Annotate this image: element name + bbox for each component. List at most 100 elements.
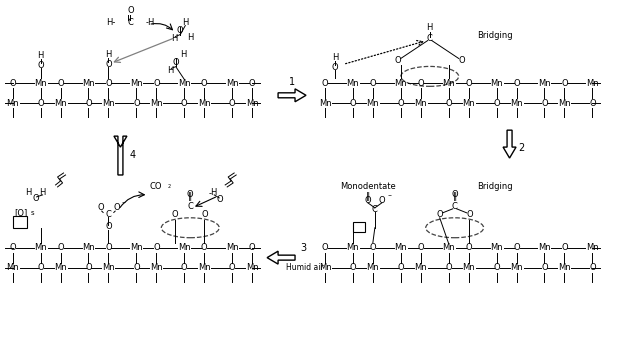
Text: H: H (37, 51, 44, 60)
Text: Mn: Mn (226, 79, 238, 88)
Text: Mn: Mn (586, 79, 598, 88)
Text: Mn: Mn (586, 243, 598, 252)
Text: Mn: Mn (246, 263, 258, 272)
Text: O: O (113, 203, 120, 212)
Text: O: O (494, 99, 500, 108)
Text: H: H (427, 23, 433, 32)
Text: O: O (541, 263, 548, 272)
Text: O: O (436, 210, 443, 219)
Text: O: O (9, 243, 16, 252)
Text: O: O (417, 243, 424, 252)
Text: O: O (37, 263, 44, 272)
Text: O: O (172, 210, 178, 219)
Text: Mn: Mn (82, 79, 95, 88)
Text: O: O (446, 263, 452, 272)
Text: Mn: Mn (558, 263, 571, 272)
Text: O: O (379, 196, 385, 206)
Text: H: H (26, 188, 32, 197)
Text: C: C (427, 34, 432, 43)
Text: Mn: Mn (414, 263, 427, 272)
Text: Mn: Mn (246, 99, 258, 108)
Text: [O]: [O] (14, 208, 27, 217)
Text: Mn: Mn (366, 99, 379, 108)
Text: Mn: Mn (490, 79, 503, 88)
Text: Mn: Mn (490, 243, 503, 252)
Text: O: O (32, 194, 39, 203)
Text: H: H (210, 188, 217, 197)
Text: O: O (85, 99, 92, 108)
Text: Mn: Mn (198, 99, 210, 108)
Text: O: O (181, 99, 188, 108)
Text: Bridging: Bridging (477, 31, 512, 40)
Text: Mn: Mn (558, 99, 571, 108)
Text: Bridging: Bridging (477, 183, 512, 191)
Text: 1: 1 (289, 77, 295, 87)
Polygon shape (503, 130, 516, 158)
Text: O: O (133, 99, 140, 108)
Text: Mn: Mn (82, 243, 95, 252)
Text: Mn: Mn (319, 263, 331, 272)
Text: $_2$: $_2$ (167, 183, 172, 191)
Text: Monodentate: Monodentate (340, 183, 396, 191)
Text: O: O (466, 210, 473, 219)
Text: O: O (397, 99, 404, 108)
Text: O: O (349, 263, 356, 272)
Text: -H: -H (145, 18, 155, 27)
Text: O: O (133, 263, 140, 272)
Text: CO: CO (149, 183, 162, 191)
Text: ‖: ‖ (188, 192, 192, 201)
Text: O: O (494, 263, 500, 272)
Text: -: - (208, 189, 212, 198)
Text: O: O (589, 99, 596, 108)
Text: Mn: Mn (226, 243, 238, 252)
Text: O: O (37, 99, 44, 108)
Text: C: C (372, 205, 378, 214)
Text: Mn: Mn (462, 99, 475, 108)
Text: O: O (249, 79, 255, 88)
Polygon shape (114, 136, 127, 175)
Text: O: O (153, 243, 160, 252)
Text: O: O (561, 243, 568, 252)
Text: Mn: Mn (319, 99, 331, 108)
Text: H: H (180, 50, 187, 59)
Text: Mn: Mn (102, 263, 115, 272)
Text: C: C (187, 202, 193, 211)
Text: 3: 3 (300, 243, 306, 253)
Text: O: O (369, 243, 376, 252)
Text: O: O (153, 79, 160, 88)
Text: O: O (513, 79, 520, 88)
Text: Mn: Mn (414, 99, 427, 108)
Text: H: H (171, 34, 177, 43)
Text: Mn: Mn (538, 243, 551, 252)
Text: H: H (187, 33, 193, 42)
Text: Mn: Mn (178, 79, 190, 88)
Text: O: O (364, 196, 371, 206)
Text: Mn: Mn (178, 243, 190, 252)
Text: Mn: Mn (130, 79, 143, 88)
Text: O: O (451, 190, 458, 199)
Text: ‖: ‖ (366, 192, 370, 201)
Text: O: O (397, 263, 404, 272)
Text: O: O (229, 263, 235, 272)
Text: 2: 2 (519, 143, 525, 153)
Text: Mn: Mn (510, 99, 523, 108)
Text: Mn: Mn (346, 243, 359, 252)
Text: C: C (127, 18, 134, 27)
Text: H-: H- (106, 18, 115, 27)
Text: O: O (589, 263, 596, 272)
Text: Mn: Mn (442, 243, 455, 252)
Text: O: O (105, 222, 112, 231)
Text: Mn: Mn (54, 263, 67, 272)
Text: O: O (201, 79, 208, 88)
Text: Mn: Mn (6, 99, 19, 108)
Text: ‖: ‖ (452, 192, 457, 201)
Text: 4: 4 (129, 150, 135, 160)
Text: Mn: Mn (462, 263, 475, 272)
Text: O: O (127, 6, 134, 15)
Text: Mn: Mn (102, 99, 115, 108)
Text: O: O (187, 190, 193, 199)
Text: Mn: Mn (394, 79, 407, 88)
Text: Mn: Mn (442, 79, 455, 88)
Text: Mn: Mn (34, 243, 47, 252)
Text: O: O (177, 26, 183, 35)
